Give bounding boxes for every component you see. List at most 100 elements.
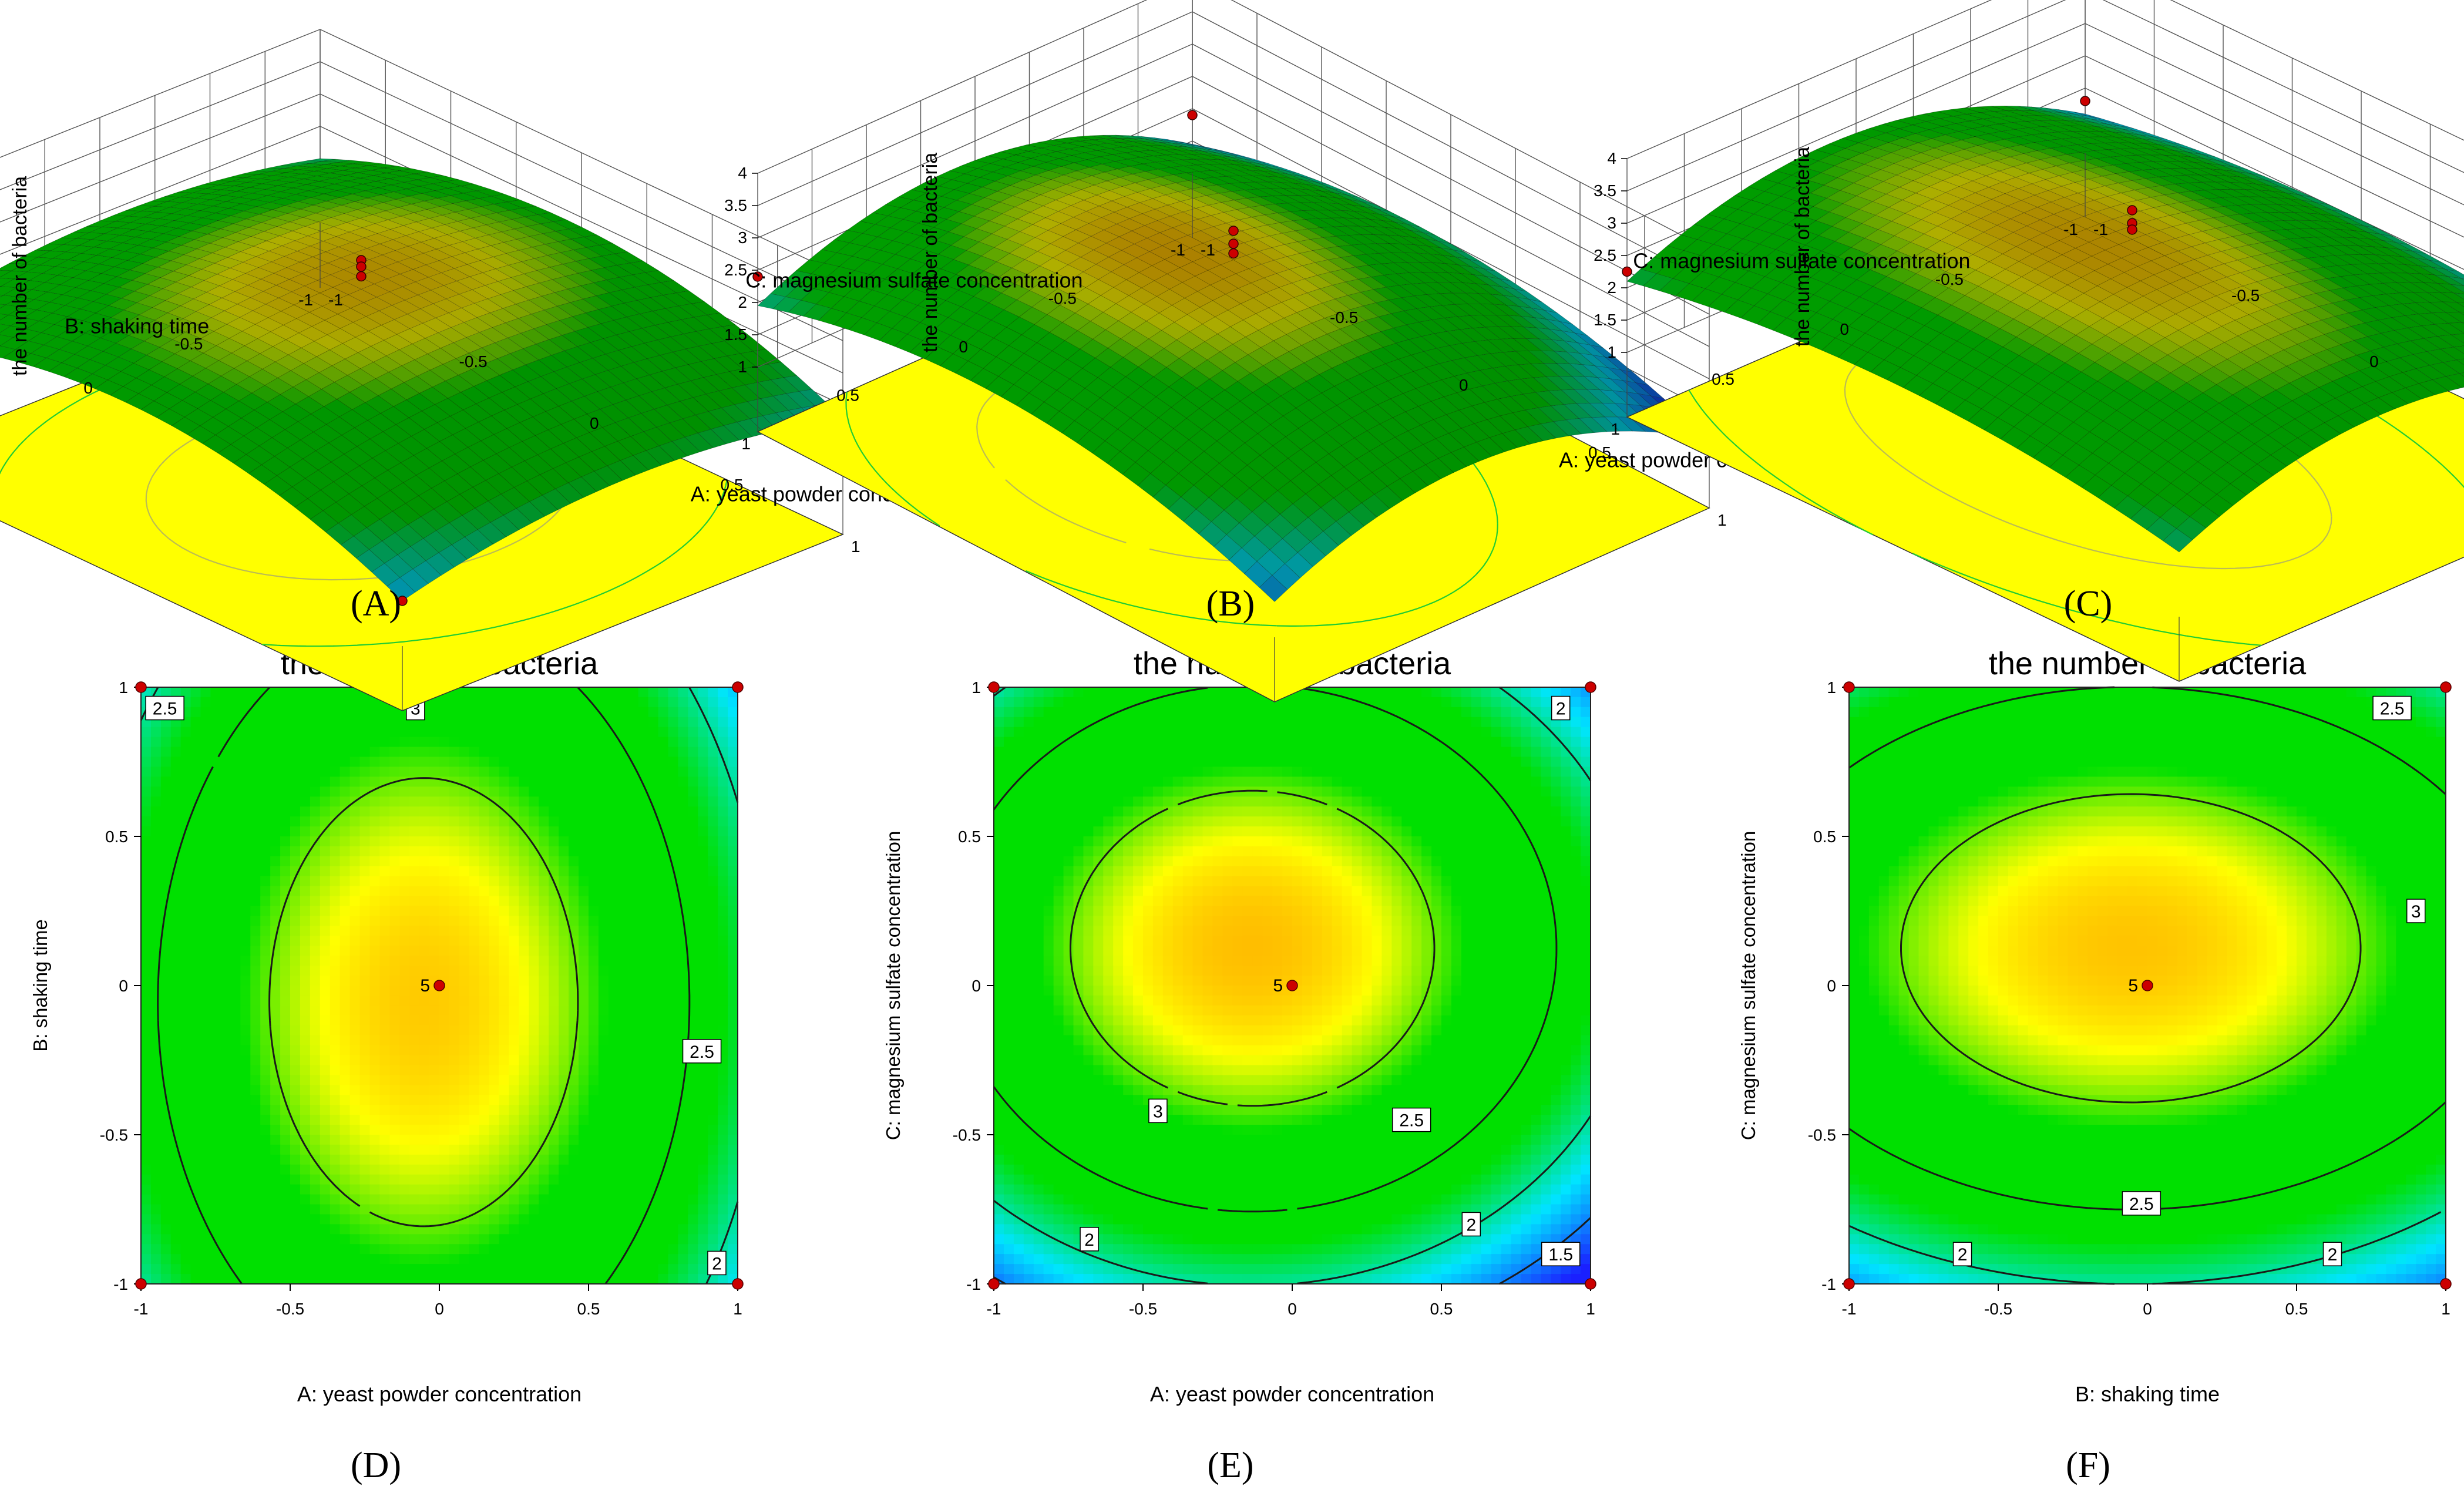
heat-cell <box>628 826 639 837</box>
heat-cell <box>608 756 619 768</box>
heat-cell <box>499 986 510 996</box>
heat-cell <box>459 956 470 966</box>
heat-cell <box>439 1095 450 1105</box>
heat-cell <box>718 886 728 897</box>
heat-cell <box>648 906 659 917</box>
heat-cell <box>1381 856 1392 867</box>
heat-cell <box>1362 826 1373 837</box>
heat-cell <box>728 1005 738 1016</box>
heat-cell <box>559 1184 569 1195</box>
heat-cell <box>678 926 688 936</box>
heat-cell <box>349 846 361 857</box>
heat-cell <box>359 737 371 748</box>
heat-cell <box>728 707 738 718</box>
heat-cell <box>250 866 261 877</box>
heat-cell <box>330 1015 341 1026</box>
heat-cell <box>180 1234 191 1245</box>
heat-cell <box>598 1164 609 1175</box>
heat-cell <box>1103 727 1114 738</box>
heat-cell <box>439 886 450 897</box>
heat-cell <box>349 1065 361 1075</box>
heat-cell <box>1342 697 1353 708</box>
heat-cell <box>369 986 380 996</box>
heat-cell <box>648 986 659 996</box>
heat-cell <box>419 796 430 807</box>
heat-cell <box>230 966 241 976</box>
heat-cell <box>678 776 688 787</box>
heat-cell <box>459 946 470 956</box>
heat-cell <box>589 1015 599 1026</box>
heat-cell <box>339 856 351 867</box>
heat-cell <box>718 687 728 698</box>
heat-cell <box>1192 707 1204 718</box>
heat-cell <box>628 866 639 877</box>
heat-cell <box>688 956 698 966</box>
heat-cell <box>240 976 251 986</box>
heat-cell <box>300 1234 311 1245</box>
heat-cell <box>698 936 708 946</box>
heat-cell <box>1282 717 1293 728</box>
heat-cell <box>369 836 380 847</box>
heat-cell <box>628 806 639 817</box>
heat-cell <box>698 776 708 787</box>
heat-cell <box>559 727 569 738</box>
heat-cell <box>1471 806 1482 817</box>
heat-cell <box>379 826 390 837</box>
heat-cell <box>1242 886 1253 897</box>
center-point-count: 5 <box>420 976 430 996</box>
heat-cell <box>539 1125 549 1135</box>
heat-cell <box>1411 816 1422 827</box>
heat-cell <box>280 1194 291 1205</box>
heat-cell <box>300 866 311 877</box>
heat-cell <box>1013 707 1024 718</box>
heat-cell <box>618 1135 629 1145</box>
heat-cell <box>1551 896 1561 907</box>
heat-cell <box>1242 796 1253 807</box>
heat-cell <box>389 1125 400 1135</box>
heat-cell <box>539 737 549 748</box>
heat-cell <box>479 1105 490 1115</box>
heat-cell <box>280 697 291 708</box>
heat-cell <box>1491 836 1502 847</box>
heat-cell <box>539 1035 549 1046</box>
heat-cell <box>290 1075 301 1085</box>
heat-cell <box>141 1154 152 1165</box>
heat-cell <box>1043 687 1054 698</box>
heat-cell <box>419 1095 430 1105</box>
heat-cell <box>499 995 510 1006</box>
heat-cell <box>200 916 211 926</box>
heat-cell <box>290 906 301 917</box>
heat-cell <box>1043 816 1054 827</box>
heat-cell <box>339 906 351 917</box>
heat-cell <box>349 1274 361 1284</box>
heat-cell <box>698 1085 708 1095</box>
heat-cell <box>280 1264 291 1275</box>
heat-cell <box>1332 816 1343 827</box>
heat-cell <box>608 906 619 917</box>
heat-cell <box>1143 737 1154 748</box>
heat-cell <box>1471 697 1482 708</box>
heat-cell <box>419 816 430 827</box>
heat-cell <box>618 916 629 926</box>
heat-cell <box>190 717 201 728</box>
heat-cell <box>141 1164 152 1175</box>
heat-cell <box>439 1015 450 1026</box>
heat-cell <box>1202 806 1213 817</box>
heat-cell <box>280 976 291 986</box>
heat-cell <box>1053 836 1064 847</box>
heat-cell <box>1172 876 1184 887</box>
heat-cell <box>499 1234 510 1245</box>
heat-cell <box>559 1105 569 1115</box>
heat-cell <box>1192 896 1204 907</box>
heat-cell <box>260 836 271 847</box>
heat-cell <box>180 1045 191 1056</box>
heat-cell <box>200 836 211 847</box>
heat-cell <box>320 1204 331 1215</box>
heat-cell <box>379 1055 390 1066</box>
heat-cell <box>579 1095 589 1105</box>
heat-cell <box>180 946 191 956</box>
heat-cell <box>459 707 470 718</box>
heat-cell <box>399 766 410 777</box>
heat-cell <box>250 1204 261 1215</box>
heat-cell <box>559 926 569 936</box>
